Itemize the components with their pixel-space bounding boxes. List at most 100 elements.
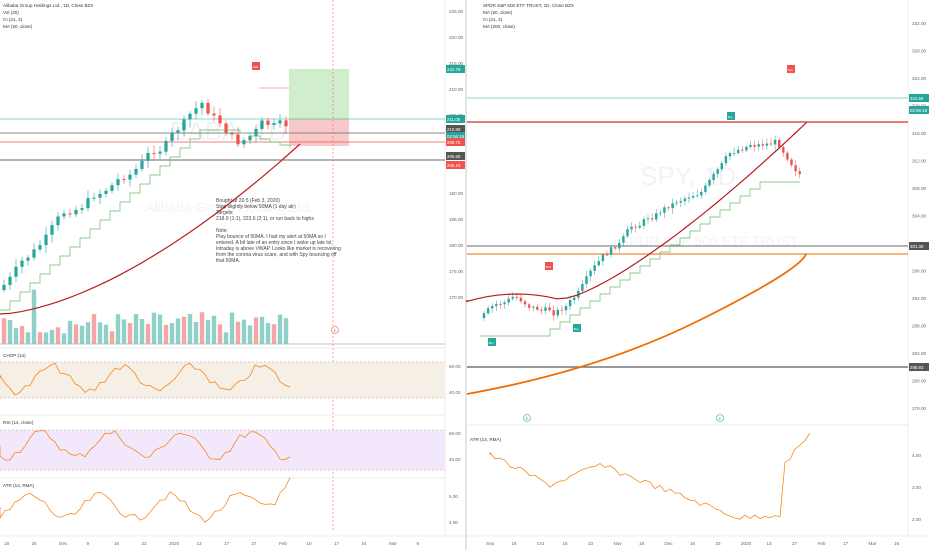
right-candle-body: [794, 165, 797, 172]
right-time-tick: Nov: [614, 541, 623, 546]
right-ma200-label[interactable]: MA (200, close): [483, 24, 515, 29]
left-ci-label[interactable]: CI (21, 3): [3, 17, 23, 22]
left-volume-bar: [229, 312, 235, 344]
right-subpanel-tick: 3.00: [912, 485, 921, 490]
left-volume-bar: [259, 316, 265, 344]
left-subpanel-title: CHOP (14): [3, 353, 26, 358]
left-candle-body: [110, 185, 114, 191]
right-candle-body: [790, 159, 793, 166]
right-candle-body: [757, 144, 760, 147]
right-price-tick: 312.00: [912, 159, 926, 164]
right-price-tick: 276.00: [912, 406, 926, 411]
right-candle-body: [683, 198, 687, 202]
right-candle-body: [778, 139, 781, 148]
left-price-label: 205.15: [447, 163, 461, 168]
left-volume-bar: [199, 312, 205, 344]
right-price-tick: 328.00: [912, 49, 926, 54]
left-candle-body: [260, 120, 264, 129]
left-oscillator-line: [0, 430, 291, 461]
left-oscillator-band: [0, 362, 445, 398]
right-candle-body: [749, 144, 752, 147]
left-candle-body: [20, 260, 24, 267]
left-time-tick: 9: [87, 541, 90, 546]
left-volume-bar: [79, 325, 85, 344]
right-price-tick: 324.00: [912, 76, 926, 81]
left-volume-bar: [61, 333, 67, 344]
right-candle-body: [634, 226, 637, 228]
right-event-marker-label: E: [719, 416, 722, 421]
left-time-tick: 27: [252, 541, 258, 546]
right-price-tick: 292.00: [912, 296, 926, 301]
left-oscillator-line: [0, 477, 291, 523]
right-atr-line: [489, 432, 811, 520]
right-candle-body: [659, 212, 662, 214]
left-candle-body: [134, 168, 138, 175]
left-price-tick: 210.00: [449, 87, 463, 92]
left-candle-body: [128, 174, 132, 180]
right-price-tick: 296.00: [912, 269, 926, 274]
left-price-label-box: [446, 152, 465, 160]
right-candle-body: [605, 254, 609, 256]
left-volume-bar: [271, 324, 277, 344]
right-ci-label[interactable]: CI (21, 3): [483, 17, 503, 22]
right-legend: SPDR S&P 500 ETF TRUST, 1D, Close BZX MA…: [483, 2, 574, 30]
right-time-tick: 16: [690, 541, 696, 546]
left-candle-body: [170, 132, 174, 141]
right-time-tick: 23: [716, 541, 722, 546]
left-volume-bar: [181, 316, 187, 344]
left-time-tick: 24: [362, 541, 368, 546]
left-time-tick: 13: [197, 541, 203, 546]
left-subpanel-title: RSI (14, close): [3, 420, 34, 425]
right-signal-tag: [727, 112, 735, 120]
left-vol-label[interactable]: Vol (20): [3, 10, 19, 15]
left-time-tick: 16: [114, 541, 120, 546]
right-candle-body: [548, 307, 551, 311]
left-price-tick: 190.00: [449, 191, 463, 196]
right-ma50-label[interactable]: MA (50, close): [483, 10, 513, 15]
right-subpanel-tick: 4.00: [912, 453, 921, 458]
left-volume-bar: [121, 319, 127, 344]
left-time-tick: Dec: [59, 541, 68, 546]
right-event-marker: [523, 414, 531, 422]
right-candle-body: [622, 236, 625, 243]
right-candle-body: [724, 156, 728, 164]
left-volume-bar: [163, 324, 169, 344]
right-price-tick: 284.00: [912, 351, 926, 356]
right-candle-body: [589, 270, 592, 277]
left-watermark-subtitle: Alibaba Group Holding Ltd.: [145, 199, 313, 215]
left-candle-body: [86, 198, 90, 209]
right-candle-body: [716, 169, 719, 174]
left-candle-body: [152, 153, 156, 155]
left-symbol-title[interactable]: Alibaba Group Holdings Ltd., 1D, Close B…: [3, 3, 94, 8]
left-price-label: 02:56:18: [447, 134, 465, 139]
left-price-tick: 220.00: [449, 35, 463, 40]
right-candle-body: [642, 219, 646, 226]
left-time-tick: 18: [4, 541, 10, 546]
left-volume-bar: [211, 315, 217, 344]
right-candle-body: [532, 306, 535, 308]
left-volume-bar: [283, 318, 289, 344]
right-price-label: 285.93: [910, 365, 924, 370]
right-candle-body: [646, 218, 650, 220]
left-candle-body: [212, 113, 216, 116]
right-candle-body: [609, 247, 613, 255]
right-candle-body: [552, 310, 555, 316]
left-ma-label[interactable]: MA (50, close): [3, 24, 33, 29]
left-volume-bar: [25, 332, 31, 344]
right-symbol-title[interactable]: SPDR S&P 500 ETF TRUST, 1D, Close BZX: [483, 3, 574, 8]
right-watermark-subtitle: SPDR S&P 500 ETF TRUST: [620, 233, 799, 249]
left-price-tick: 215.00: [449, 61, 463, 66]
right-price-label-box: [909, 363, 929, 371]
left-ma50-line: [0, 143, 301, 315]
right-price-label-box: [909, 94, 929, 102]
left-subpanel-tick: 40.00: [449, 457, 461, 462]
right-event-marker-label: E: [526, 416, 529, 421]
left-oscillator-band: [0, 430, 445, 470]
left-candle-body: [62, 213, 66, 217]
right-candle-body: [675, 202, 678, 204]
left-volume-bar: [91, 314, 97, 344]
left-volume-bar: [49, 329, 55, 344]
right-candle-body: [527, 304, 531, 308]
